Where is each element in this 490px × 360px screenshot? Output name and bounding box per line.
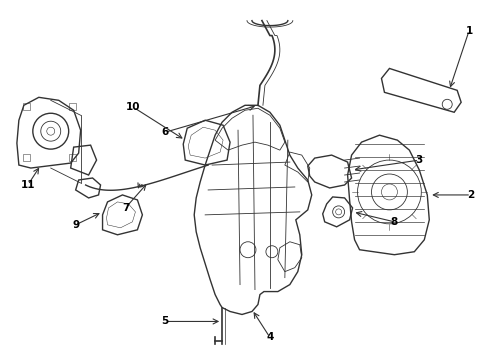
Text: 2: 2 xyxy=(467,190,475,200)
Bar xyxy=(69,103,75,110)
Text: 4: 4 xyxy=(266,332,273,342)
Bar xyxy=(69,154,75,161)
Text: 1: 1 xyxy=(466,26,473,36)
Text: 3: 3 xyxy=(416,155,423,165)
Text: 7: 7 xyxy=(122,203,129,213)
Bar xyxy=(23,103,30,110)
Text: 11: 11 xyxy=(21,180,35,190)
Text: 8: 8 xyxy=(391,217,398,227)
Text: 9: 9 xyxy=(72,220,79,230)
Bar xyxy=(23,154,30,161)
Text: 10: 10 xyxy=(126,102,141,112)
Text: 5: 5 xyxy=(162,316,169,327)
Text: 6: 6 xyxy=(162,127,169,137)
